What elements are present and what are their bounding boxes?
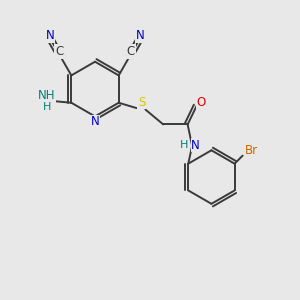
Text: NH: NH xyxy=(38,89,56,102)
Text: H: H xyxy=(44,102,52,112)
Text: N: N xyxy=(135,29,144,42)
Text: O: O xyxy=(196,96,206,109)
Text: N: N xyxy=(191,139,200,152)
Text: Br: Br xyxy=(245,144,258,158)
Text: S: S xyxy=(138,96,145,109)
Text: C: C xyxy=(55,45,63,58)
Text: C: C xyxy=(127,45,135,58)
Text: N: N xyxy=(46,29,55,42)
Text: H: H xyxy=(180,140,188,150)
Text: N: N xyxy=(91,115,99,128)
